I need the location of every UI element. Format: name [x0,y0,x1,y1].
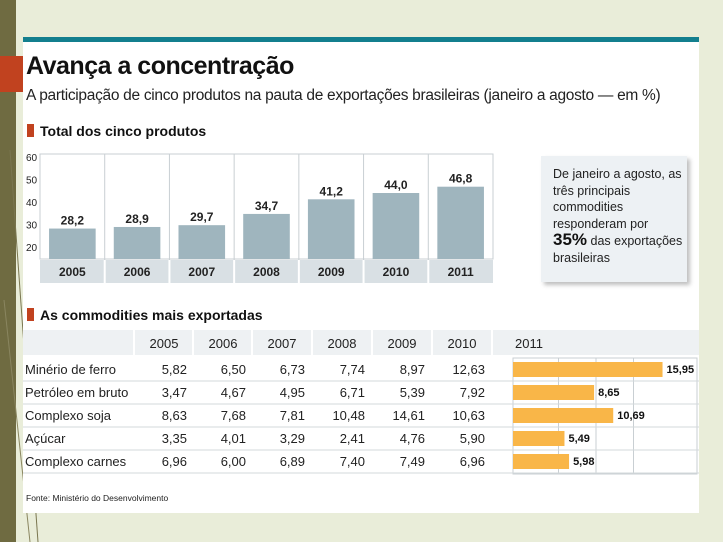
page-title: Avança a concentração [26,52,294,80]
section-marker [27,308,34,321]
table-cell: 4,95 [280,385,305,400]
section-title-commodities: As commodities mais exportadas [40,307,263,323]
bar-2011-label: 8,65 [598,387,619,399]
column-header: 2006 [209,336,238,351]
section-heading-commodities: As commodities mais exportadas [27,307,263,323]
table-cell: 7,68 [221,408,246,423]
slide-accent-block [0,56,27,92]
table-cell: 8,97 [400,362,425,377]
y-tick-label: 50 [26,176,38,187]
table-cell: 3,35 [162,431,187,446]
table-cell: 4,01 [221,431,246,446]
table-cell: 12,63 [452,362,485,377]
table-cell: 8,63 [162,408,187,423]
bar-2011 [437,186,484,259]
bar-2011-label: 5,98 [573,456,594,468]
column-header: 2011 [515,336,543,351]
row-label: Petróleo em bruto [25,385,128,400]
y-tick-label: 40 [26,198,38,209]
column-header: 2010 [448,336,477,351]
bar-2007 [178,225,226,259]
table-cell: 6,96 [162,454,187,469]
x-tick-label: 2006 [124,265,151,279]
y-tick-label: 30 [26,221,38,232]
section-title-total: Total dos cinco produtos [40,123,207,139]
callout-box: De janeiro a agosto, as três principais … [541,156,687,282]
bar-value-label: 34,7 [255,199,279,213]
bar-2011-label: 5,49 [568,433,589,445]
x-tick-label: 2005 [59,265,86,279]
commodities-table: 2005 2006 2007 2008 2009 2010 2011 Minério de f… [23,330,699,475]
table-cell: 10,63 [452,408,485,423]
bar-value-label: 29,7 [190,210,214,224]
table-cell: 7,49 [400,454,425,469]
row-label: Minério de ferro [25,362,116,377]
table-cell: 7,74 [340,362,365,377]
y-tick-label: 20 [26,243,38,254]
total-bar-chart: 60 50 40 30 20 28,2 28,9 29,7 34,7 41,2 44,0 46,8 20… [26,153,494,283]
bar-value-label: 28,2 [61,214,85,228]
row-label: Complexo carnes [25,454,127,469]
table-cell: 6,50 [221,362,246,377]
column-header: 2007 [268,336,297,351]
column-header: 2005 [150,336,179,351]
bar-2011 [513,385,595,400]
column-header: 2009 [388,336,417,351]
bar-2011 [513,431,565,446]
bar-2011-label: 15,95 [667,364,695,376]
table-cell: 14,61 [392,408,425,423]
bar-value-label: 28,9 [125,212,149,226]
y-tick-label: 60 [26,153,38,164]
bar-value-label: 44,0 [384,178,408,192]
bar-2008 [243,213,290,259]
table-cell: 6,89 [280,454,305,469]
x-axis-band [40,260,493,283]
section-marker [27,124,34,137]
table-cell: 3,29 [280,431,305,446]
table-cell: 5,82 [162,362,187,377]
table-cell: 6,00 [221,454,246,469]
x-tick-label: 2011 [448,265,474,279]
bar-2011 [513,362,663,377]
table-cell: 7,81 [280,408,305,423]
table-cell: 5,39 [400,385,425,400]
bar-value-label: 46,8 [449,172,473,186]
bar-2009 [307,199,355,259]
table-cell: 10,48 [332,408,365,423]
card-top-rule [23,37,699,42]
row-label: Açúcar [25,431,66,446]
column-header: 2008 [328,336,357,351]
row-label: Complexo soja [25,408,112,423]
infographic-card: Avança a concentração A participação de … [23,37,699,513]
bar-2006 [113,226,161,259]
x-tick-label: 2008 [253,265,280,279]
bar-2010 [372,193,420,259]
bar-2011 [513,454,570,469]
callout-text-2: das exportações brasileiras [553,234,683,265]
bar-2011 [513,408,614,423]
table-cell: 5,90 [460,431,485,446]
table-cell: 2,41 [340,431,365,446]
table-cell: 6,71 [340,385,365,400]
table-cell: 4,67 [221,385,246,400]
table-cell: 7,92 [460,385,485,400]
table-cell: 6,73 [280,362,305,377]
page-subtitle: A participação de cinco produtos na paut… [26,87,661,104]
table-header-2011-band [493,330,693,355]
table-cell: 4,76 [400,431,425,446]
table-cell: 3,47 [162,385,187,400]
bar-2005 [49,228,96,259]
slide-left-band [0,0,16,542]
section-heading-total: Total dos cinco produtos [27,123,206,139]
bar-2011-label: 10,69 [617,410,645,422]
x-tick-label: 2010 [383,265,410,279]
callout-text-1: De janeiro a agosto, as três principais … [553,167,682,231]
source-note: Fonte: Ministério do Desenvolvimento [26,493,169,503]
table-cell: 6,96 [460,454,485,469]
x-tick-label: 2007 [188,265,215,279]
x-tick-label: 2009 [318,265,345,279]
bar-value-label: 41,2 [320,184,344,198]
table-cell: 7,40 [340,454,365,469]
callout-percent: 35% [553,230,588,249]
